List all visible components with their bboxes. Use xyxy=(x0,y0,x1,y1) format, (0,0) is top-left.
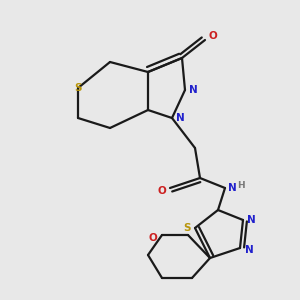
Text: O: O xyxy=(158,186,166,196)
Text: O: O xyxy=(148,233,158,243)
Text: N: N xyxy=(228,183,236,193)
Text: O: O xyxy=(208,31,217,41)
Text: N: N xyxy=(247,215,255,225)
Text: N: N xyxy=(244,245,253,255)
Text: H: H xyxy=(237,182,245,190)
Text: N: N xyxy=(189,85,197,95)
Text: S: S xyxy=(74,83,82,93)
Text: N: N xyxy=(176,113,184,123)
Text: S: S xyxy=(183,223,191,233)
